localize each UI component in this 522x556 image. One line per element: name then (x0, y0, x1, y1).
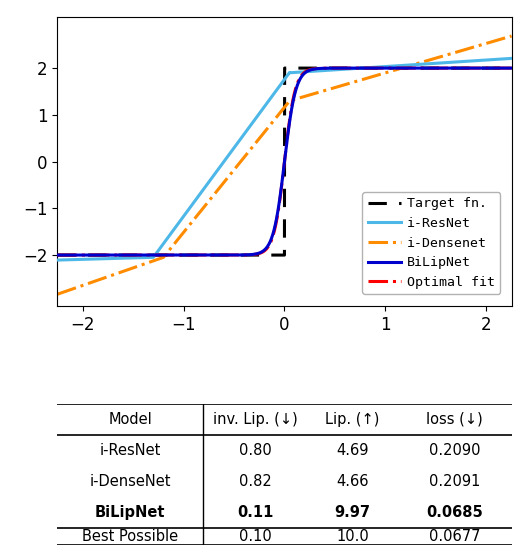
Target fn. (281, 64, 288, 71)
Optimal fit (508, 64, 515, 71)
Text: 0.11: 0.11 (237, 505, 273, 520)
Target fn. (54, 252, 61, 259)
Text: inv. Lip. (↓): inv. Lip. (↓) (212, 411, 298, 426)
Text: 0.80: 0.80 (239, 443, 271, 458)
Target fn. (428, 64, 434, 71)
Legend: Target fn., i-ResNet, i-Densenet, BiLipNet, Optimal fit: Target fn., i-ResNet, i-Densenet, BiLipN… (362, 192, 501, 294)
Text: 0.0685: 0.0685 (426, 505, 483, 520)
Line: i-ResNet: i-ResNet (57, 58, 512, 260)
Optimal fit (393, 64, 399, 71)
i-Densenet (428, 56, 434, 63)
Optimal fit (137, 252, 143, 259)
Line: i-Densenet: i-Densenet (57, 36, 512, 294)
BiLipNet (137, 252, 143, 259)
Text: 0.82: 0.82 (239, 474, 271, 489)
Text: 0.2090: 0.2090 (429, 443, 481, 458)
Line: Target fn.: Target fn. (57, 68, 512, 255)
Target fn. (393, 64, 399, 71)
Line: Optimal fit: Optimal fit (57, 68, 512, 255)
Optimal fit (228, 252, 234, 259)
i-Densenet (327, 86, 333, 92)
i-ResNet (428, 60, 434, 67)
i-ResNet (393, 62, 399, 69)
Target fn. (228, 252, 234, 259)
Text: BiLipNet: BiLipNet (95, 505, 165, 520)
BiLipNet (508, 64, 515, 71)
Text: 0.2091: 0.2091 (429, 474, 480, 489)
BiLipNet (393, 64, 399, 71)
i-Densenet (228, 170, 234, 177)
BiLipNet (428, 64, 434, 71)
i-Densenet (508, 33, 515, 39)
Text: 0.10: 0.10 (239, 529, 271, 544)
i-Densenet (350, 79, 356, 86)
BiLipNet (350, 64, 356, 71)
Text: 4.66: 4.66 (336, 474, 369, 489)
Text: Best Possible: Best Possible (82, 529, 178, 544)
Text: i-DenseNet: i-DenseNet (89, 474, 171, 489)
Target fn. (137, 252, 143, 259)
Optimal fit (483, 64, 490, 71)
BiLipNet (327, 65, 333, 72)
i-ResNet (508, 55, 515, 62)
Optimal fit (54, 252, 61, 259)
i-ResNet (228, 148, 234, 155)
BiLipNet (494, 64, 501, 71)
Target fn. (508, 64, 515, 71)
Text: 9.97: 9.97 (335, 505, 371, 520)
Text: Model: Model (108, 411, 152, 426)
Text: 0.0677: 0.0677 (429, 529, 481, 544)
i-ResNet (327, 67, 333, 73)
Text: 4.69: 4.69 (336, 443, 369, 458)
i-Densenet (393, 66, 399, 73)
Text: 10.0: 10.0 (336, 529, 369, 544)
i-ResNet (350, 66, 356, 72)
Target fn. (327, 64, 333, 71)
i-Densenet (54, 291, 61, 297)
BiLipNet (228, 252, 234, 259)
Optimal fit (428, 64, 434, 71)
BiLipNet (54, 252, 61, 259)
Line: BiLipNet: BiLipNet (57, 68, 512, 255)
i-ResNet (137, 255, 143, 261)
Optimal fit (327, 65, 333, 72)
Text: loss (↓): loss (↓) (426, 411, 483, 426)
Text: Lip. (↑): Lip. (↑) (325, 411, 380, 426)
i-Densenet (137, 262, 143, 269)
Target fn. (350, 64, 356, 71)
Optimal fit (350, 64, 356, 71)
i-ResNet (54, 257, 61, 264)
Text: i-ResNet: i-ResNet (99, 443, 161, 458)
